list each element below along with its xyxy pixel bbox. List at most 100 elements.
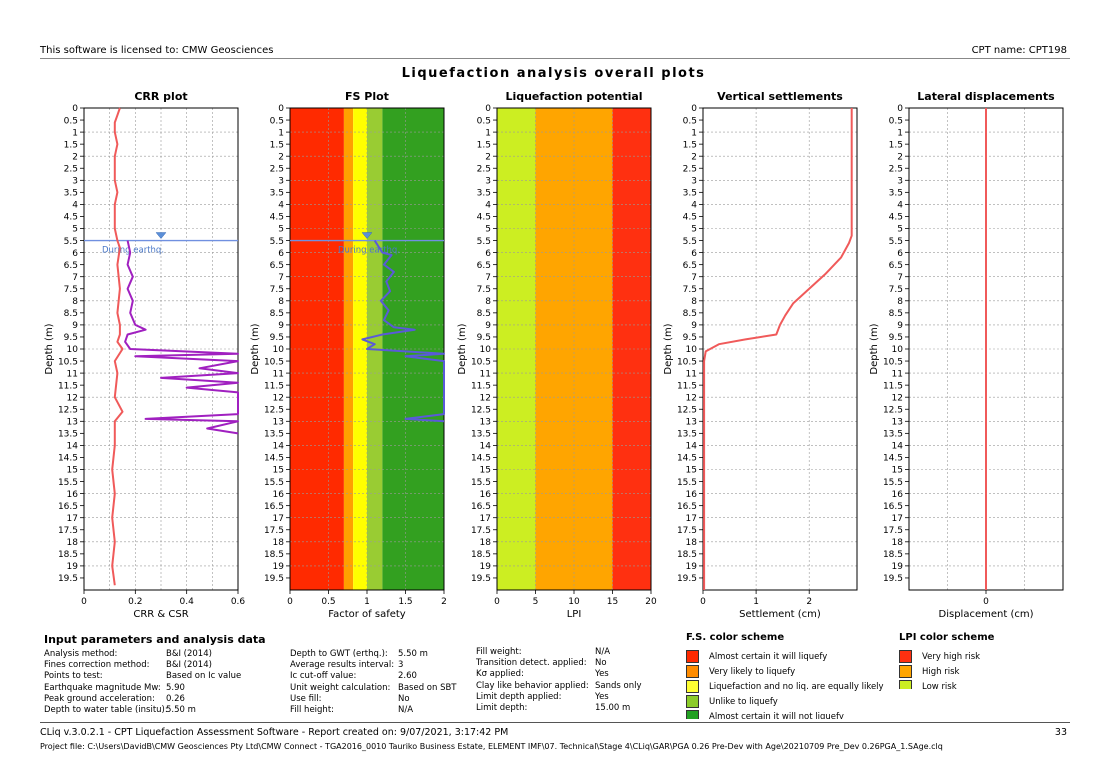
y-tick-label: 15: [480, 466, 491, 476]
y-tick-label: 4: [72, 201, 78, 211]
y-tick-label: 7.5: [683, 285, 697, 295]
lpi-legend-title: LPI color scheme: [899, 632, 995, 643]
y-tick-label: 2.5: [683, 164, 697, 174]
y-tick-label: 13: [892, 418, 903, 428]
footer-report-info: CLiq v.3.0.2.1 - CPT Liquefaction Assess…: [40, 727, 509, 738]
y-tick-label: 18.5: [264, 550, 284, 560]
x-tick-label: 0: [494, 597, 500, 607]
y-tick-label: 12.5: [264, 405, 284, 415]
legend-swatch: [686, 650, 699, 663]
plot-1: FS Plot00.511.522.533.544.555.566.577.58…: [250, 90, 447, 620]
y-tick-label: 3.5: [64, 189, 78, 199]
param-label: Ic cut-off value:: [290, 671, 357, 682]
y-tick-label: 14.5: [471, 454, 491, 464]
y-tick-label: 3.5: [477, 189, 491, 199]
y-tick-label: 17: [892, 514, 903, 524]
y-tick-label: 13.5: [264, 430, 284, 440]
x-tick-label: 1.5: [398, 597, 412, 607]
x-tick-label: 0.5: [321, 597, 335, 607]
y-tick-label: 0.5: [270, 116, 284, 126]
legend-label: Very likely to liquefy: [709, 666, 796, 677]
y-tick-label: 1: [278, 128, 284, 138]
y-tick-label: 11.5: [264, 381, 284, 391]
plot-title: Lateral displacements: [917, 90, 1055, 103]
x-tick-label: 0: [983, 597, 989, 607]
x-tick-label: 2: [441, 597, 447, 607]
y-tick-label: 1: [897, 128, 903, 138]
y-tick-label: 17.5: [677, 526, 697, 536]
y-tick-label: 5: [897, 225, 903, 235]
y-tick-label: 12.5: [471, 405, 491, 415]
y-tick-label: 2.5: [477, 164, 491, 174]
y-tick-label: 12: [67, 393, 78, 403]
groundwater-marker: [155, 232, 167, 239]
y-tick-label: 9.5: [889, 333, 903, 343]
legend-item: Very high risk: [899, 649, 980, 664]
param-value: 15.00 m: [595, 703, 631, 713]
legend-label: Low risk: [922, 681, 957, 690]
y-tick-label: 3: [278, 177, 284, 187]
y-tick-label: 2: [72, 152, 78, 162]
param-value: 0.26: [166, 693, 185, 704]
y-tick-label: 19: [273, 562, 285, 572]
y-tick-label: 8.5: [477, 309, 491, 319]
plot-3: Vertical settlements00.511.522.533.544.5…: [663, 90, 858, 620]
y-tick-label: 10: [480, 345, 492, 355]
y-tick-label: 7: [691, 273, 697, 283]
y-tick-label: 11.5: [677, 381, 697, 391]
param-label: Kσ applied:: [476, 669, 524, 680]
param-label: Earthquake magnitude Mw:: [44, 682, 161, 693]
y-tick-label: 14.5: [677, 454, 697, 464]
y-tick-label: 7: [897, 273, 903, 283]
x-axis-label: Displacement (cm): [939, 609, 1034, 620]
legend-label: Almost certain it will not liquefy: [709, 711, 844, 720]
y-tick-label: 5.5: [270, 237, 284, 247]
param-label: Fill weight:: [476, 647, 522, 657]
project-file-path: Project file: C:\Users\DavidB\CMW Geosci…: [40, 742, 943, 751]
series-line-0: [111, 107, 124, 586]
x-tick-label: 10: [568, 597, 580, 607]
y-tick-label: 17.5: [471, 526, 491, 536]
y-axis-label: Depth (m): [663, 323, 674, 374]
y-tick-label: 0.5: [683, 116, 697, 126]
y-tick-label: 0: [691, 104, 697, 114]
plot-0: CRR plot00.511.522.533.544.555.566.577.5…: [44, 90, 245, 620]
y-tick-label: 14: [686, 442, 698, 452]
cpt-name: CPT name: CPT198: [971, 45, 1067, 56]
y-tick-label: 3.5: [683, 189, 697, 199]
y-tick-label: 17.5: [58, 526, 78, 536]
param-label: Average results interval:: [290, 660, 395, 671]
y-tick-label: 8: [691, 297, 697, 307]
y-tick-label: 14: [273, 442, 285, 452]
page-title: Liquefaction analysis overall plots: [401, 66, 706, 81]
param-value: 5.50 m: [166, 705, 196, 715]
y-tick-label: 10.5: [883, 357, 903, 367]
y-tick-label: 8: [278, 297, 284, 307]
y-tick-label: 1.5: [889, 140, 903, 150]
y-tick-label: 14.5: [58, 454, 78, 464]
param-value: N/A: [595, 647, 611, 657]
x-tick-label: 0: [287, 597, 293, 607]
y-tick-label: 0: [897, 104, 903, 114]
param-value: 2.60: [398, 671, 417, 682]
param-value: 3: [398, 660, 404, 671]
y-tick-label: 11.5: [883, 381, 903, 391]
param-label: Unit weight calculation:: [290, 682, 391, 693]
y-tick-label: 14.5: [883, 454, 903, 464]
y-tick-label: 16: [892, 490, 904, 500]
x-axis-label: LPI: [567, 609, 582, 620]
y-tick-label: 16.5: [58, 502, 78, 512]
param-value: B&I (2014): [166, 649, 212, 659]
y-tick-label: 17: [67, 514, 78, 524]
y-tick-label: 5.5: [683, 237, 697, 247]
y-tick-label: 12.5: [883, 405, 903, 415]
y-tick-label: 14: [892, 442, 904, 452]
y-tick-label: 7.5: [64, 285, 78, 295]
y-tick-label: 3: [72, 177, 78, 187]
y-tick-label: 19.5: [677, 574, 697, 584]
y-tick-label: 15: [892, 466, 903, 476]
y-tick-label: 10.5: [677, 357, 697, 367]
y-tick-label: 1.5: [64, 140, 78, 150]
y-tick-label: 13.5: [471, 430, 491, 440]
y-tick-label: 5.5: [889, 237, 903, 247]
